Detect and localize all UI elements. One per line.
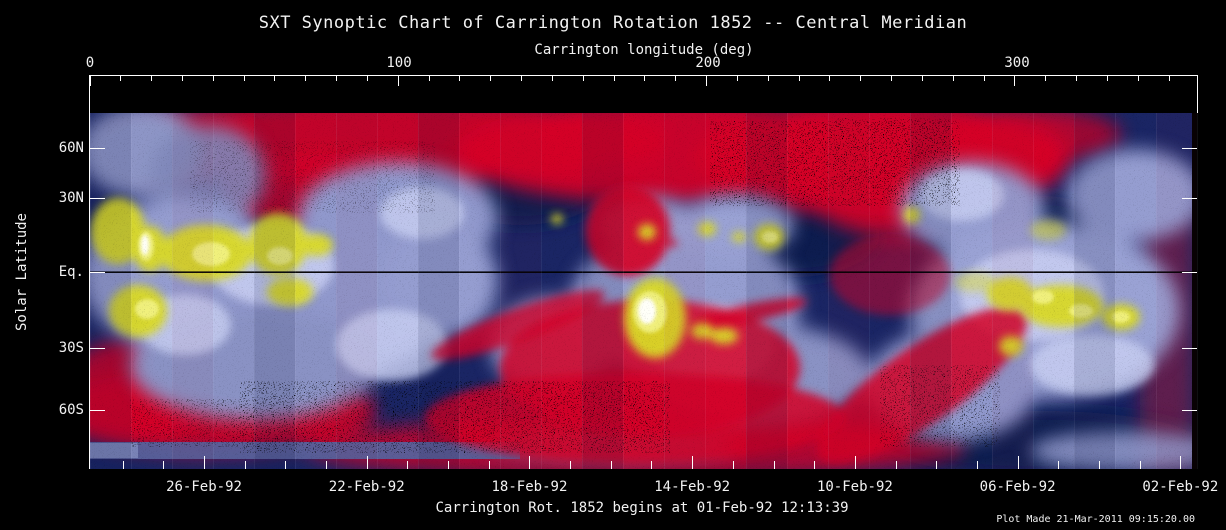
x-axis-tick <box>706 76 708 86</box>
y-axis-tick <box>1182 147 1197 149</box>
y-axis-tick <box>90 147 105 149</box>
x-axis-tick <box>829 76 831 81</box>
time-axis-tick <box>773 461 775 469</box>
plot-made-timestamp: Plot Made 21-Mar-2011 09:15:20.00 <box>996 514 1195 525</box>
x-axis-tick <box>798 76 800 81</box>
time-axis-tick <box>529 456 531 469</box>
x-axis-title: Carrington longitude (deg) <box>534 42 754 58</box>
x-axis-tick <box>1137 76 1139 81</box>
x-axis-tick <box>675 76 677 81</box>
y-tick-label: 30N <box>58 189 84 206</box>
y-tick-label: Eq. <box>58 263 84 280</box>
equator-line <box>90 271 1198 273</box>
y-axis-tick <box>90 347 105 349</box>
x-tick-label: 200 <box>695 55 721 71</box>
map-right-gap <box>1192 113 1198 469</box>
time-axis-tick <box>854 456 856 469</box>
y-axis-tick <box>1182 197 1197 199</box>
time-axis-tick <box>610 461 612 469</box>
time-axis-tick <box>1180 456 1182 469</box>
y-tick-label: 30S <box>58 339 84 356</box>
time-axis-tick <box>814 461 816 469</box>
y-axis-tick <box>1182 409 1197 411</box>
x-axis-tick <box>644 76 646 81</box>
x-axis-tick <box>305 76 307 81</box>
time-axis-tick <box>204 456 205 469</box>
time-axis-tick <box>692 456 694 469</box>
date-tick-label: 10-Feb-92 <box>816 479 893 495</box>
x-tick-label: 100 <box>386 55 412 71</box>
x-axis-tick <box>613 76 615 81</box>
y-axis-tick <box>1182 271 1197 273</box>
x-axis-tick <box>921 76 923 81</box>
time-axis-tick <box>1139 461 1141 469</box>
time-axis-tick <box>366 456 368 469</box>
time-axis-tick <box>488 461 490 469</box>
x-axis-tick <box>1076 76 1078 81</box>
time-axis-tick <box>1058 461 1060 469</box>
time-axis-tick <box>732 461 734 469</box>
rotation-note: Carrington Rot. 1852 begins at 01-Feb-92… <box>435 500 849 516</box>
x-axis-tick <box>582 76 584 81</box>
x-axis-tick <box>336 76 338 81</box>
x-axis-tick <box>89 76 91 86</box>
x-axis-tick <box>181 76 183 81</box>
time-axis-tick <box>244 461 246 469</box>
time-axis-tick <box>936 461 938 469</box>
x-axis-tick <box>243 76 245 81</box>
x-axis-tick <box>428 76 430 81</box>
time-axis-tick <box>163 461 165 469</box>
synoptic-map <box>90 113 1198 469</box>
y-axis-tick <box>1182 347 1197 349</box>
x-tick-label: 0 <box>85 55 95 71</box>
map-speckle-noise <box>90 113 1198 469</box>
x-axis-tick <box>459 76 461 81</box>
x-axis-tick <box>952 76 954 81</box>
time-axis-tick <box>1017 456 1019 469</box>
time-axis-tick <box>122 461 124 469</box>
x-axis-tick <box>983 76 985 81</box>
y-axis-tick <box>90 197 105 199</box>
y-axis-tick <box>90 409 105 411</box>
time-axis-tick <box>895 461 897 469</box>
time-axis-tick <box>448 461 450 469</box>
x-axis-tick <box>397 76 399 86</box>
x-tick-label: 300 <box>1004 55 1030 71</box>
x-axis-tick <box>1014 76 1016 86</box>
x-axis-tick <box>490 76 492 81</box>
x-axis-tick <box>521 76 523 81</box>
time-axis-tick <box>326 461 328 469</box>
x-axis-tick <box>736 76 738 81</box>
x-axis-tick <box>891 76 893 81</box>
x-axis-tick <box>1106 76 1108 81</box>
x-axis-tick <box>212 76 214 81</box>
date-tick-label: 14-Feb-92 <box>654 479 731 495</box>
x-axis-tick <box>1045 76 1047 81</box>
date-tick-label: 18-Feb-92 <box>491 479 568 495</box>
time-axis-tick <box>570 461 572 469</box>
time-axis-tick <box>285 461 287 469</box>
x-axis-tick <box>120 76 122 81</box>
date-tick-label: 02-Feb-92 <box>1142 479 1219 495</box>
date-tick-label: 22-Feb-92 <box>328 479 405 495</box>
chart-title: SXT Synoptic Chart of Carrington Rotatio… <box>258 13 968 33</box>
time-axis-tick <box>976 461 978 469</box>
x-axis-tick <box>366 76 368 81</box>
time-axis-tick <box>407 461 409 469</box>
x-axis-tick <box>151 76 153 81</box>
x-axis-tick <box>860 76 862 81</box>
y-tick-label: 60N <box>58 139 84 156</box>
x-axis-tick <box>767 76 769 81</box>
time-axis-tick <box>1098 461 1100 469</box>
date-tick-label: 06-Feb-92 <box>979 479 1056 495</box>
x-axis-tick <box>551 76 553 81</box>
y-tick-label: 60S <box>58 401 84 418</box>
date-tick-label: 26-Feb-92 <box>166 479 242 495</box>
x-axis-tick <box>274 76 276 81</box>
time-axis-tick <box>651 461 653 469</box>
x-axis-tick <box>1168 76 1170 81</box>
y-axis-tick <box>90 271 105 273</box>
